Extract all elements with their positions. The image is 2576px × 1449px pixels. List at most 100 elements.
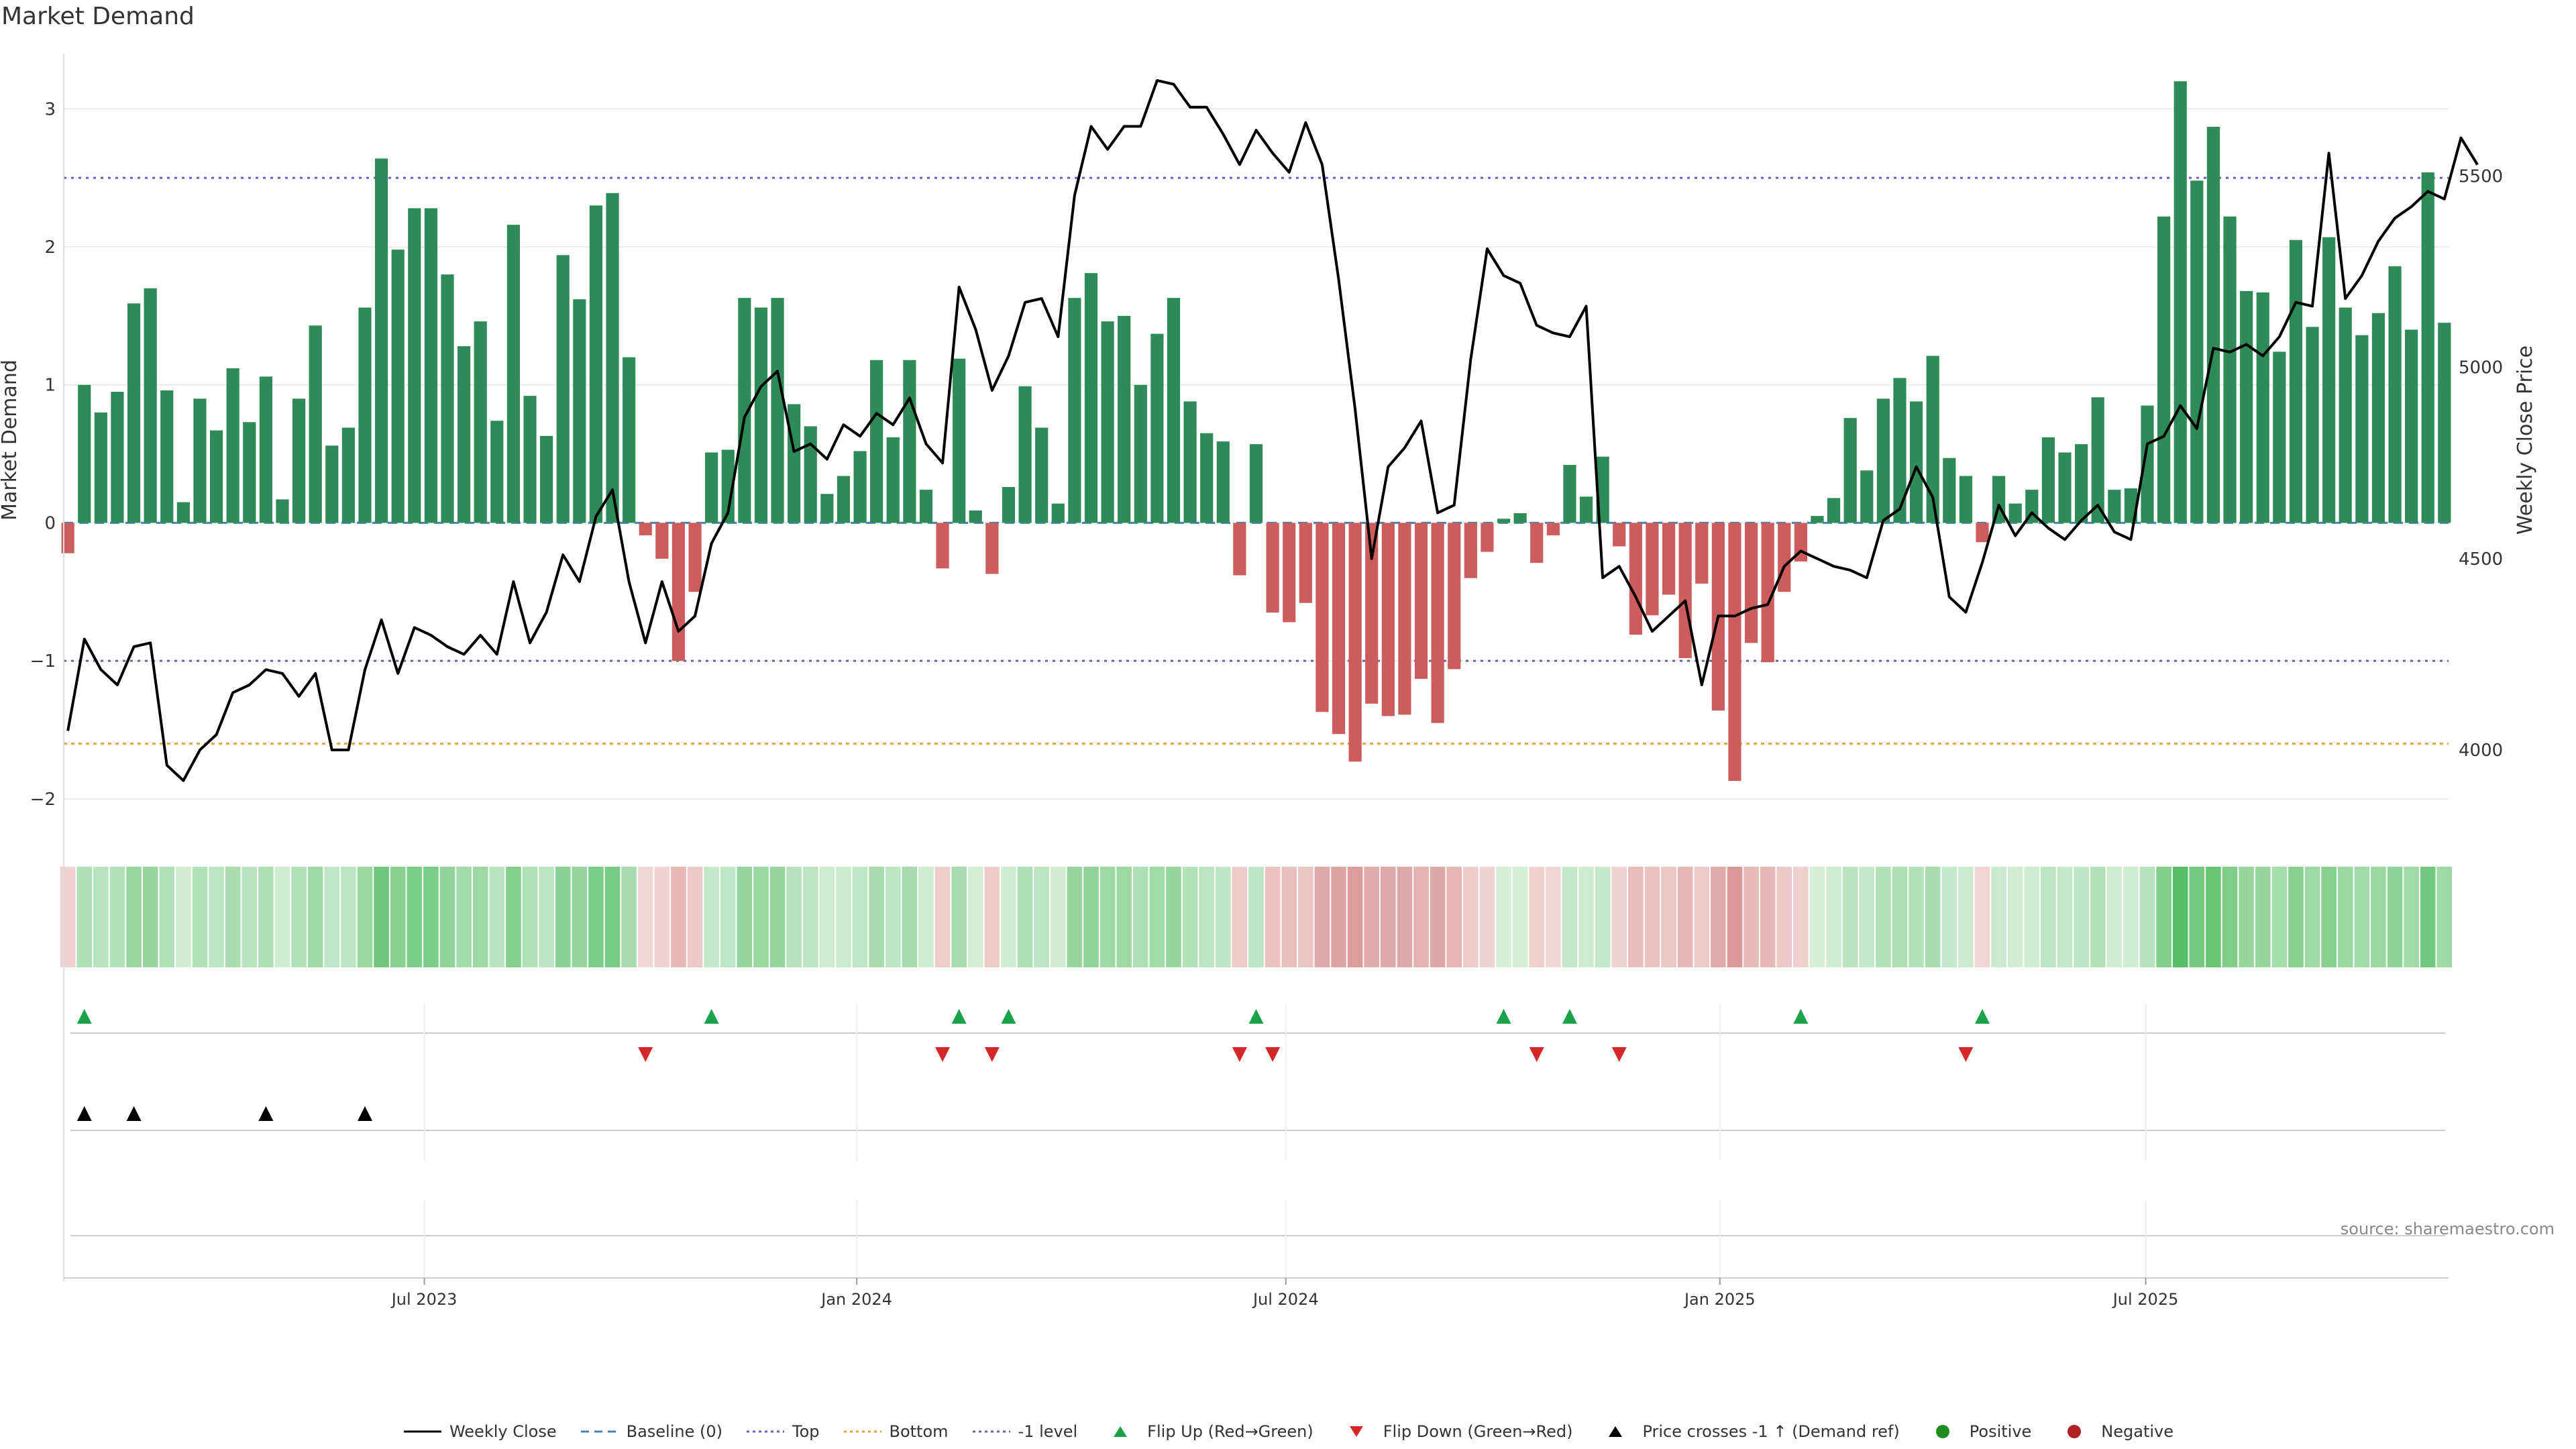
demand-bar <box>2322 237 2336 523</box>
demand-bar <box>1316 523 1329 712</box>
legend-item-minus1: -1 level <box>971 1422 1077 1441</box>
demand-bar <box>804 426 817 523</box>
demand-bar <box>1778 523 1791 592</box>
demand-bar <box>1431 523 1444 723</box>
heat-cell <box>1331 867 1346 967</box>
x-tick-label: Jan 2025 <box>1683 1290 1756 1309</box>
heat-cell <box>836 867 851 967</box>
demand-bar <box>2306 327 2319 523</box>
heat-cell <box>1711 867 1726 967</box>
heat-cell <box>126 867 142 967</box>
heat-cell <box>671 867 686 967</box>
demand-bar <box>61 523 74 553</box>
demand-bar <box>2141 405 2154 523</box>
heat-cell <box>357 867 373 967</box>
legend-item-flip-down: Flip Down (Green→Red) <box>1336 1422 1573 1441</box>
heat-cell <box>1182 867 1198 967</box>
axes: 3 2 1 0 −1 −2 5500 5000 4500 4000 Market Demand Wee… <box>0 54 2537 1309</box>
demand-bar <box>2240 290 2253 523</box>
left-tick-label: −2 <box>30 790 56 810</box>
heat-cell <box>1430 867 1446 967</box>
heat-cell <box>274 867 290 967</box>
price-cross-marker <box>76 1106 92 1121</box>
x-tick-label: Jul 2023 <box>390 1290 458 1309</box>
top-swatch-icon <box>747 1430 784 1433</box>
price-cross-marker <box>258 1106 274 1121</box>
heat-cell <box>1611 867 1627 967</box>
heat-cell <box>489 867 505 967</box>
right-tick-label: 5500 <box>2459 166 2503 186</box>
legend-item-flip-up: Flip Up (Red→Green) <box>1100 1422 1313 1441</box>
heat-cell <box>885 867 901 967</box>
heat-cell <box>324 867 340 967</box>
demand-bar <box>1959 476 1972 523</box>
demand-bar <box>94 412 107 523</box>
heat-cell <box>1991 867 2006 967</box>
heat-cell <box>2288 867 2304 967</box>
demand-bar <box>1134 384 1147 523</box>
right-axis-title: Weekly Close Price <box>2514 345 2537 535</box>
flip-up-marker <box>1793 1009 1809 1024</box>
demand-bar <box>458 346 471 523</box>
right-tick-label: 4000 <box>2459 741 2503 761</box>
legend-item-weekly-close: Weekly Close <box>402 1422 557 1441</box>
heat-cell <box>2041 867 2056 967</box>
heat-cell <box>572 867 588 967</box>
demand-bar <box>721 449 735 523</box>
heat-cell <box>109 867 125 967</box>
demand-bar <box>127 303 141 523</box>
heat-cell <box>1546 867 1561 967</box>
demand-bar <box>853 451 867 523</box>
heat-cell <box>2057 867 2073 967</box>
demand-bar <box>1481 523 1494 552</box>
heat-cell <box>2139 867 2155 967</box>
demand-bar <box>424 208 437 523</box>
heat-cell <box>1364 867 1380 967</box>
heat-cell <box>423 867 439 967</box>
heat-cell <box>1099 867 1116 967</box>
heat-cell <box>1892 867 1908 967</box>
legend-item-negative: Negative <box>2054 1422 2174 1441</box>
heat-cell <box>1578 867 1594 967</box>
heat-cell <box>1876 867 1891 967</box>
demand-bar <box>523 396 537 523</box>
marker-panels <box>70 1003 2445 1278</box>
demand-bar <box>1051 503 1065 523</box>
legend-label: Flip Up (Red→Green) <box>1147 1422 1313 1441</box>
heat-cell <box>1826 867 1841 967</box>
flip-down-marker <box>935 1047 951 1062</box>
heat-cell <box>984 867 1000 967</box>
heat-cell <box>1496 867 1511 967</box>
demand-bar <box>408 208 421 523</box>
heat-cell <box>654 867 670 967</box>
heat-cell <box>2007 867 2023 967</box>
right-tick-label: 4500 <box>2459 549 2503 570</box>
demand-bar <box>2091 397 2104 523</box>
demand-bar <box>1299 523 1312 603</box>
heat-cell <box>374 867 389 967</box>
demand-bar <box>672 523 686 661</box>
demand-bar <box>358 307 372 523</box>
heat-cell <box>588 867 604 967</box>
heat-cell <box>2404 867 2419 967</box>
demand-bar <box>1629 523 1642 635</box>
heat-cell <box>225 867 241 967</box>
demand-bar <box>1365 523 1379 704</box>
heat-cell <box>2024 867 2040 967</box>
legend-label: Flip Down (Green→Red) <box>1383 1422 1573 1441</box>
legend-label: Positive <box>1969 1422 2032 1441</box>
demand-bar <box>276 499 289 523</box>
flip-down-marker <box>1265 1047 1281 1062</box>
demand-bar <box>259 376 272 523</box>
heat-cell <box>1595 867 1611 967</box>
demand-bar <box>1976 523 1989 543</box>
heat-cell <box>737 867 753 967</box>
demand-bar <box>1167 298 1181 523</box>
heat-cell <box>1281 867 1297 967</box>
heat-cell <box>555 867 571 967</box>
heat-cell <box>159 867 175 967</box>
demand-bar <box>655 523 669 559</box>
legend-item-top: Top <box>745 1422 820 1441</box>
heat-cell <box>2074 867 2089 967</box>
demand-heat-strip <box>60 867 2453 967</box>
